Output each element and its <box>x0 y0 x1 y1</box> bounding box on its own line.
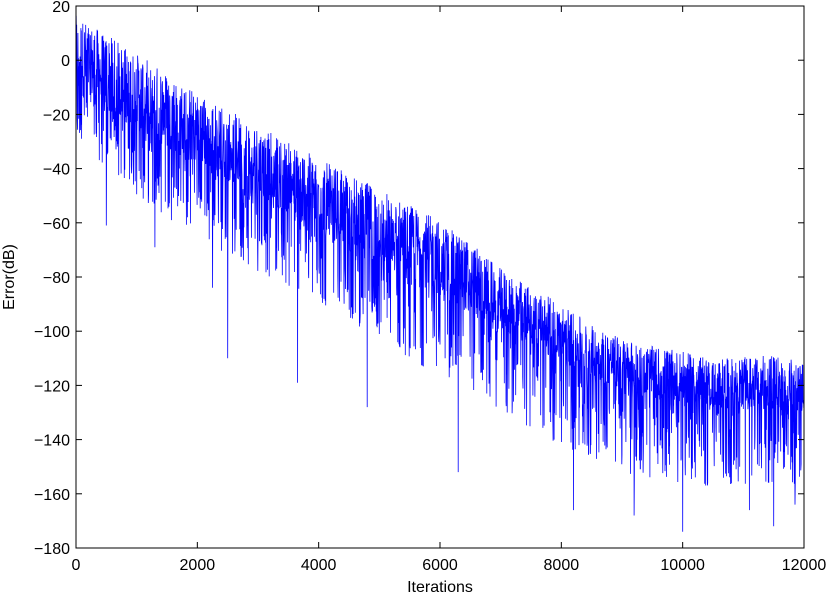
x-tick-label: 8000 <box>544 557 580 574</box>
y-axis: 20 0 −20 −40 −60 −80 −100 −120 −140 −160 −180 <box>34 0 804 558</box>
y-tick-label: −140 <box>34 433 70 450</box>
y-tick-label: −100 <box>34 324 70 341</box>
y-tick-label: −40 <box>43 162 70 179</box>
x-tick-label: 12000 <box>782 557 827 574</box>
y-tick-label: −80 <box>43 270 70 287</box>
y-tick-label: 20 <box>52 0 70 16</box>
x-tick-label: 6000 <box>422 557 458 574</box>
y-tick-label: −60 <box>43 216 70 233</box>
x-tick-label: 4000 <box>301 557 337 574</box>
x-tick-label: 2000 <box>180 557 216 574</box>
x-tick-label: 10000 <box>660 557 705 574</box>
x-tick-label: 0 <box>72 557 81 574</box>
y-tick-label: −20 <box>43 107 70 124</box>
y-tick-label: −180 <box>34 541 70 558</box>
y-tick-label: −160 <box>34 487 70 504</box>
error-series-line <box>76 15 804 532</box>
x-axis-label: Iterations <box>407 579 473 596</box>
y-tick-label: −120 <box>34 378 70 395</box>
series-layer <box>76 15 804 532</box>
x-axis: 0 2000 4000 6000 8000 10000 12000 <box>72 6 827 574</box>
y-tick-label: 0 <box>61 53 70 70</box>
y-axis-label: Error(dB) <box>1 244 18 310</box>
